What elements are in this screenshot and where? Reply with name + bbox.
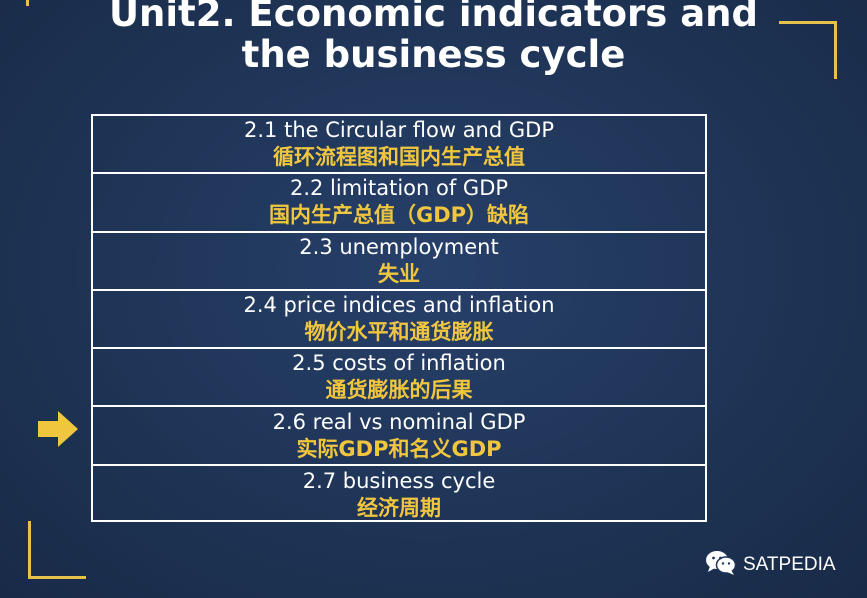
corner-bracket-bottom-left (28, 521, 86, 579)
topic-row-2-1: 2.1 the Circular flow and GDP 循环流程图和国内生产… (93, 116, 705, 175)
right-arrow-icon (38, 409, 78, 449)
topic-row-2-6: 2.6 real vs nominal GDP 实际GDP和名义GDP (93, 407, 705, 466)
topic-english: 2.1 the Circular flow and GDP (244, 118, 554, 143)
slide-title-line-1: Unit2. Economic indicators and (108, 0, 759, 35)
watermark: SATPEDIA (705, 550, 836, 580)
slide-title-line-2: the business cycle (241, 33, 626, 76)
topic-row-2-3: 2.3 unemployment 失业 (93, 233, 705, 291)
watermark-text: SATPEDIA (743, 554, 836, 575)
corner-accent-top-left (26, 0, 29, 6)
topic-chinese: 经济周期 (357, 495, 441, 520)
topic-english: 2.3 unemployment (299, 234, 499, 259)
topic-chinese: 通货膨胀的后果 (325, 378, 473, 403)
topic-chinese: 失业 (378, 261, 420, 286)
topic-chinese: 循环流程图和国内生产总值 (273, 145, 525, 170)
wechat-icon (705, 550, 737, 580)
topic-english: 2.6 real vs nominal GDP (272, 409, 526, 434)
topic-row-2-7: 2.7 business cycle 经济周期 (93, 466, 705, 524)
topic-chinese: 国内生产总值（GDP）缺陷 (268, 203, 530, 228)
topic-chinese: 实际GDP和名义GDP (296, 436, 502, 461)
topic-english: 2.5 costs of inflation (292, 351, 506, 376)
topic-english: 2.4 price indices and inflation (243, 293, 555, 318)
topic-row-2-4: 2.4 price indices and inflation 物价水平和通货膨… (93, 291, 705, 350)
corner-bracket-top-right (779, 21, 837, 79)
topics-table: 2.1 the Circular flow and GDP 循环流程图和国内生产… (91, 114, 707, 522)
topic-english: 2.7 business cycle (302, 468, 496, 493)
topic-row-2-2: 2.2 limitation of GDP 国内生产总值（GDP）缺陷 (93, 174, 705, 233)
topic-english: 2.2 limitation of GDP (289, 176, 509, 201)
topic-row-2-5: 2.5 costs of inflation 通货膨胀的后果 (93, 349, 705, 408)
topic-chinese: 物价水平和通货膨胀 (304, 320, 494, 345)
